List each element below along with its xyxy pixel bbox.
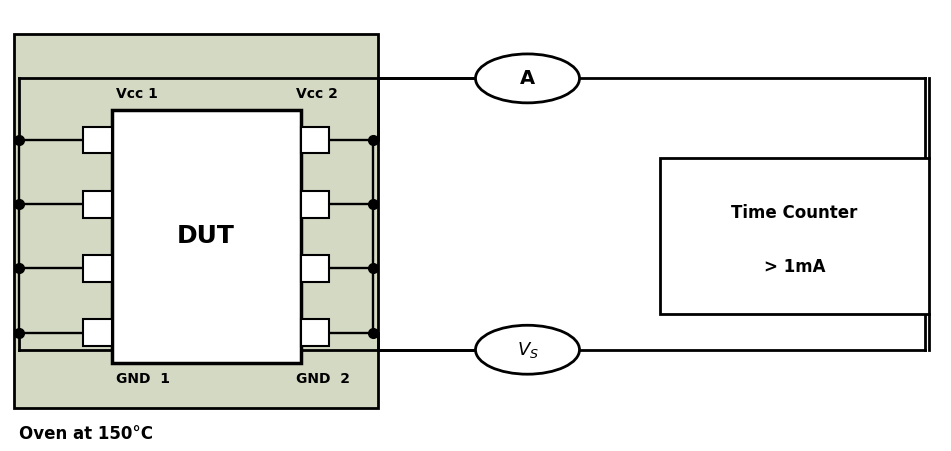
Bar bbox=[83, 191, 111, 217]
Text: > 1mA: > 1mA bbox=[764, 258, 825, 276]
Bar bbox=[660, 158, 929, 314]
Circle shape bbox=[476, 325, 579, 374]
Text: Vcc 2: Vcc 2 bbox=[296, 87, 338, 101]
Bar bbox=[301, 191, 329, 217]
Bar bbox=[301, 127, 329, 153]
Text: $V_S$: $V_S$ bbox=[516, 340, 538, 360]
Text: Vcc 1: Vcc 1 bbox=[116, 87, 158, 101]
Text: A: A bbox=[520, 69, 535, 88]
Text: GND  1: GND 1 bbox=[116, 372, 170, 386]
Text: Time Counter: Time Counter bbox=[731, 204, 858, 222]
Bar bbox=[14, 34, 378, 408]
Text: DUT: DUT bbox=[177, 224, 235, 249]
Text: Oven at 150°C: Oven at 150°C bbox=[19, 425, 153, 443]
Bar bbox=[83, 255, 111, 282]
Bar bbox=[301, 255, 329, 282]
Circle shape bbox=[476, 54, 579, 103]
Bar bbox=[83, 127, 111, 153]
Text: GND  2: GND 2 bbox=[296, 372, 350, 386]
Bar bbox=[301, 319, 329, 346]
Bar bbox=[83, 319, 111, 346]
Bar bbox=[111, 110, 301, 363]
